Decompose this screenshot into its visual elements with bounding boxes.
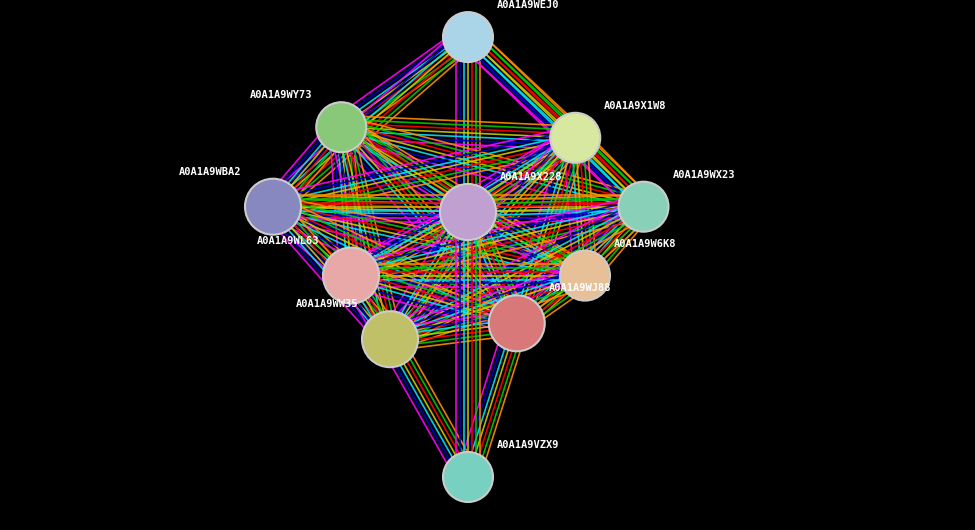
Circle shape — [618, 182, 669, 232]
Text: A0A1A9W6K8: A0A1A9W6K8 — [614, 238, 677, 249]
Text: A0A1A9WL63: A0A1A9WL63 — [256, 236, 319, 245]
Text: A0A1A9VZX9: A0A1A9VZX9 — [497, 440, 560, 450]
Circle shape — [560, 251, 610, 301]
Circle shape — [245, 179, 301, 235]
Text: A0A1A9WJ88: A0A1A9WJ88 — [549, 284, 611, 293]
Text: A0A1A9WW35: A0A1A9WW35 — [295, 299, 358, 309]
Circle shape — [362, 311, 418, 367]
Text: A0A1A9WX23: A0A1A9WX23 — [673, 170, 735, 180]
Circle shape — [316, 102, 367, 152]
Circle shape — [443, 12, 493, 62]
Text: A0A1A9X1W8: A0A1A9X1W8 — [604, 101, 667, 111]
Text: A0A1A9WEJ0: A0A1A9WEJ0 — [497, 0, 560, 10]
Text: A0A1A9X228: A0A1A9X228 — [500, 172, 563, 182]
Text: A0A1A9WY73: A0A1A9WY73 — [250, 90, 312, 100]
Text: A0A1A9WBA2: A0A1A9WBA2 — [178, 167, 241, 176]
Circle shape — [323, 248, 379, 304]
Circle shape — [443, 452, 493, 502]
Circle shape — [488, 295, 545, 351]
Circle shape — [440, 184, 496, 240]
Circle shape — [550, 113, 601, 163]
